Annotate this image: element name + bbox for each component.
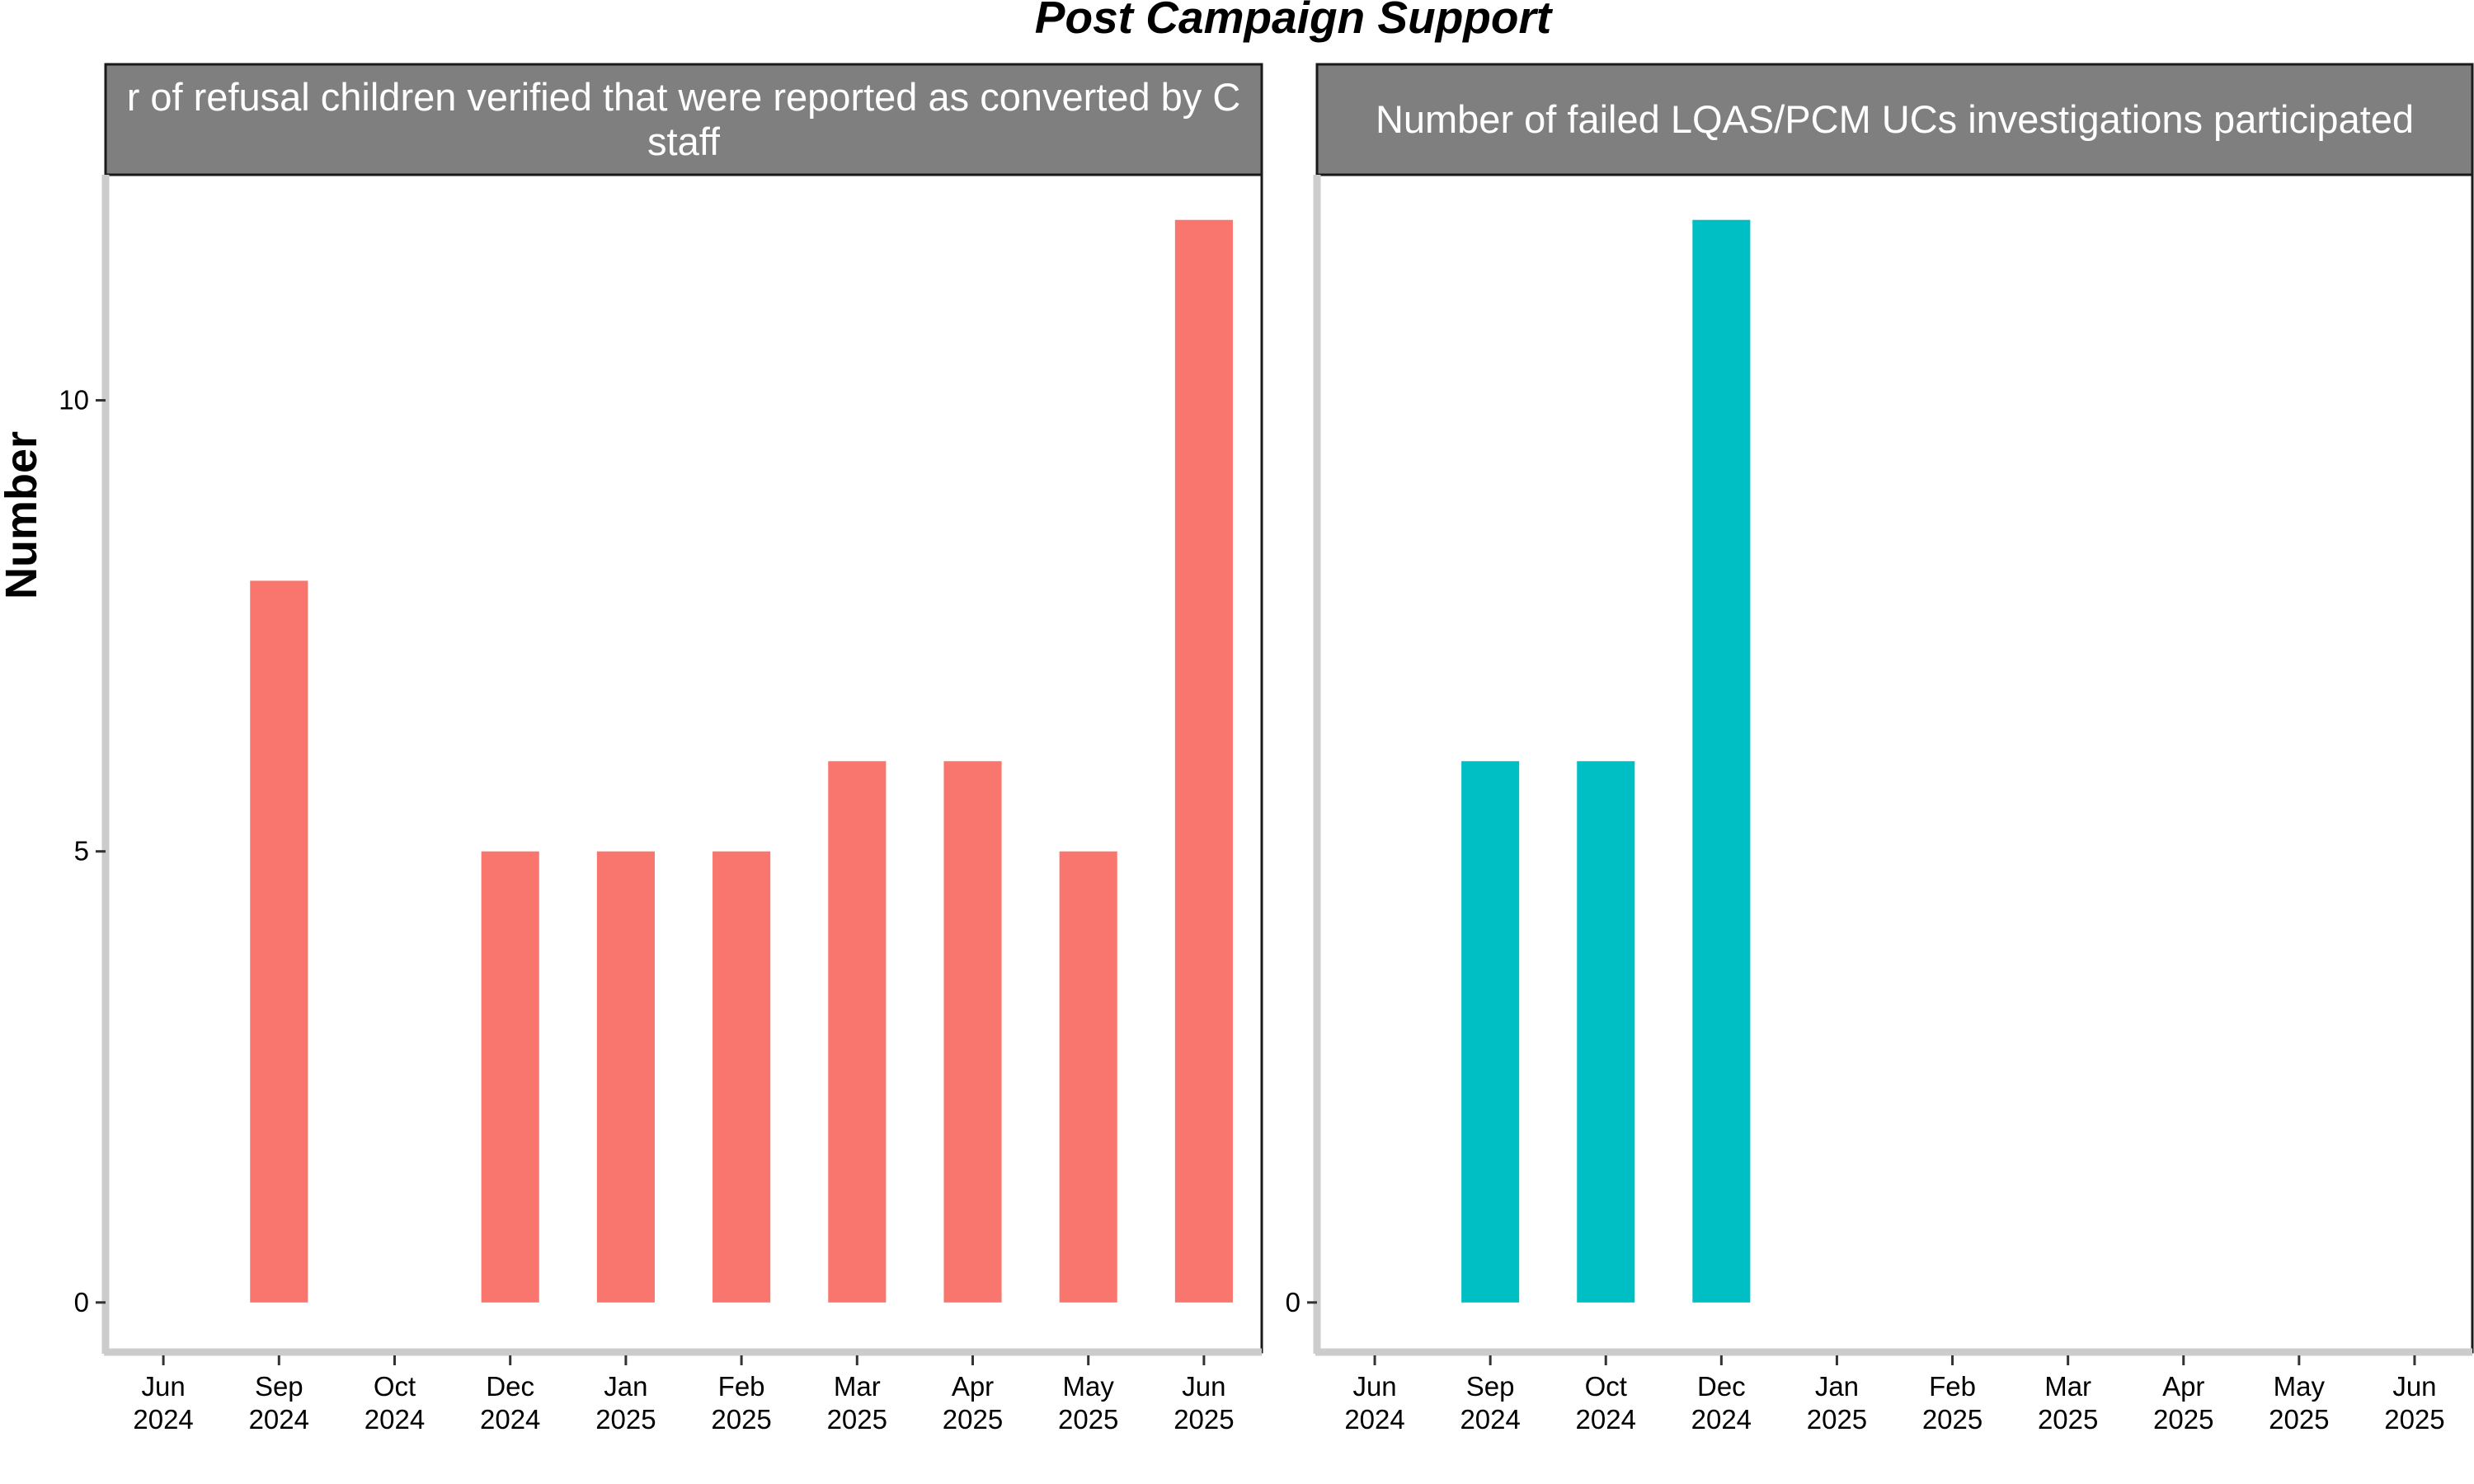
panel-strip-title: r of refusal children verified that were… bbox=[127, 75, 1241, 119]
x-tick-year: 2024 bbox=[133, 1404, 193, 1435]
bar-jan-2025 bbox=[596, 851, 655, 1303]
bar-sep-2024 bbox=[1461, 761, 1520, 1303]
bar-dec-2024 bbox=[481, 851, 539, 1303]
bar-oct-2024 bbox=[1577, 761, 1635, 1303]
x-tick-year: 2024 bbox=[480, 1404, 540, 1435]
x-tick-year: 2024 bbox=[365, 1404, 425, 1435]
x-tick-month: Jan bbox=[604, 1371, 647, 1402]
x-tick-year: 2024 bbox=[1691, 1404, 1752, 1435]
y-axis-label: Number bbox=[0, 431, 46, 599]
x-tick-year: 2025 bbox=[1058, 1404, 1118, 1435]
panel-1: r of refusal children verified that were… bbox=[59, 63, 1263, 1435]
x-tick-year: 2024 bbox=[1344, 1404, 1404, 1435]
panel-strip bbox=[104, 63, 1263, 176]
x-tick-month: Oct bbox=[1585, 1371, 1627, 1402]
bar-apr-2025 bbox=[943, 761, 1002, 1303]
x-tick-month: May bbox=[2274, 1371, 2326, 1402]
x-tick-year: 2025 bbox=[827, 1404, 887, 1435]
x-tick-month: Feb bbox=[718, 1371, 765, 1402]
x-tick-year: 2024 bbox=[1460, 1404, 1520, 1435]
x-tick-month: Oct bbox=[374, 1371, 416, 1402]
x-tick-year: 2025 bbox=[2038, 1404, 2098, 1435]
x-tick-year: 2025 bbox=[2384, 1404, 2444, 1435]
y-tick-label: 5 bbox=[74, 836, 89, 866]
x-tick-month: Feb bbox=[1929, 1371, 1976, 1402]
x-tick-month: Mar bbox=[834, 1371, 881, 1402]
bar-feb-2025 bbox=[713, 851, 771, 1303]
panel-strip-title: Number of failed LQAS/PCM UCs investigat… bbox=[1376, 97, 2414, 141]
x-tick-year: 2024 bbox=[1576, 1404, 1636, 1435]
x-tick-year: 2025 bbox=[1174, 1404, 1234, 1435]
x-tick-month: Apr bbox=[952, 1371, 994, 1402]
x-tick-year: 2025 bbox=[711, 1404, 771, 1435]
panel-2: Number of failed LQAS/PCM UCs investigat… bbox=[1286, 63, 2474, 1435]
bar-may-2025 bbox=[1059, 851, 1117, 1303]
chart-panels: r of refusal children verified that were… bbox=[59, 63, 2474, 1435]
x-tick-month: Jan bbox=[1815, 1371, 1859, 1402]
bar-jun-2025 bbox=[1174, 219, 1233, 1303]
y-tick-label: 0 bbox=[74, 1287, 89, 1317]
panel-strip-title: staff bbox=[647, 120, 721, 163]
x-tick-month: Jun bbox=[1352, 1371, 1396, 1402]
x-tick-year: 2025 bbox=[2153, 1404, 2213, 1435]
panel-strip bbox=[1315, 63, 2474, 176]
x-tick-month: Sep bbox=[1466, 1371, 1515, 1402]
bar-dec-2024 bbox=[1692, 219, 1751, 1303]
x-tick-month: Sep bbox=[255, 1371, 303, 1402]
bar-sep-2024 bbox=[250, 580, 308, 1303]
x-tick-year: 2024 bbox=[249, 1404, 309, 1435]
x-tick-year: 2025 bbox=[1807, 1404, 1867, 1435]
x-tick-month: Mar bbox=[2044, 1371, 2091, 1402]
bar-mar-2025 bbox=[828, 761, 887, 1303]
chart-title: Post Campaign Support bbox=[1035, 0, 1554, 43]
x-tick-year: 2025 bbox=[1922, 1404, 1982, 1435]
x-tick-month: Apr bbox=[2162, 1371, 2204, 1402]
x-tick-year: 2025 bbox=[2269, 1404, 2329, 1435]
x-tick-month: May bbox=[1063, 1371, 1115, 1402]
x-tick-month: Dec bbox=[1697, 1371, 1746, 1402]
x-tick-month: Jun bbox=[1182, 1371, 1225, 1402]
x-tick-year: 2025 bbox=[943, 1404, 1003, 1435]
x-tick-month: Dec bbox=[486, 1371, 534, 1402]
y-tick-label: 0 bbox=[1286, 1287, 1300, 1317]
x-tick-month: Jun bbox=[2392, 1371, 2436, 1402]
y-tick-label: 10 bbox=[59, 385, 89, 416]
x-tick-month: Jun bbox=[141, 1371, 185, 1402]
x-tick-year: 2025 bbox=[595, 1404, 656, 1435]
